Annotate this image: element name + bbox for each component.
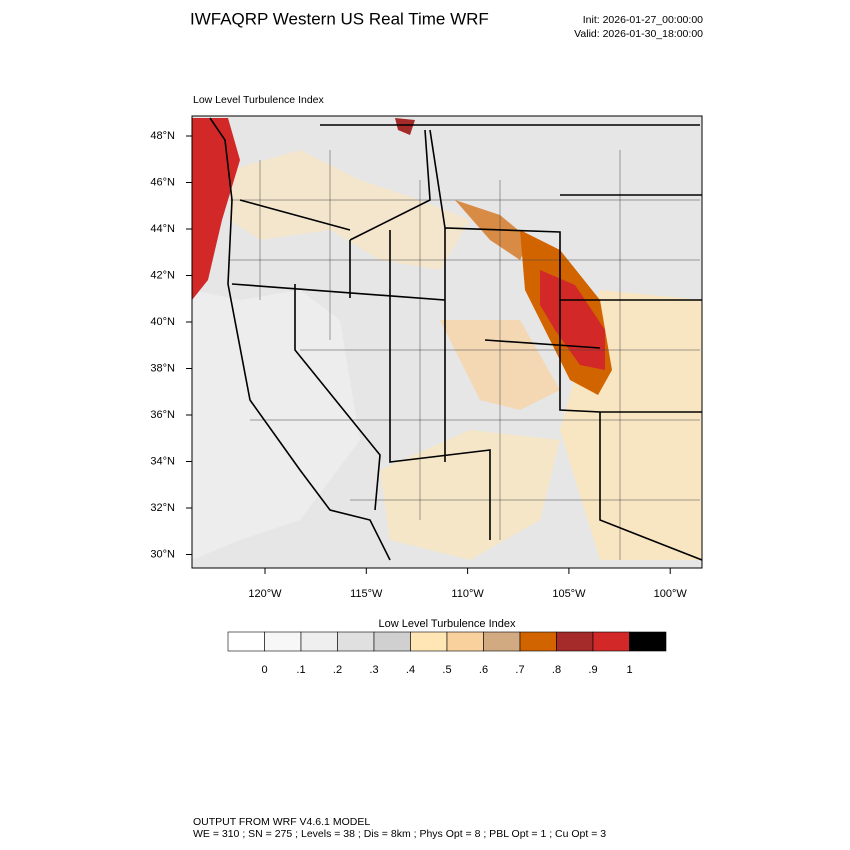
coastline: [209, 117, 391, 561]
state-lines: [231, 124, 702, 561]
colorbar-box: [337, 631, 375, 652]
title: IWFAQRP Western US Real Time WRF: [190, 9, 489, 28]
colorbar-label: 0: [261, 664, 267, 676]
lat-label: 44°N: [150, 223, 175, 235]
shade: [192, 290, 360, 560]
colorbar-label: .6: [479, 664, 488, 676]
footer-line: WE = 310 ; SN = 275 ; Levels = 38 ; Dis …: [193, 828, 606, 840]
colorbar-box: [410, 631, 448, 652]
colorbar-box: [483, 631, 521, 652]
map: [191, 115, 703, 569]
map-frame: [191, 115, 703, 569]
colorbar-label: .4: [406, 664, 415, 676]
colorbar-box: [629, 631, 667, 652]
colorbar-box: [592, 631, 630, 652]
colorbar-label: 1: [626, 664, 632, 676]
map-subtitle: Low Level Turbulence Index: [193, 94, 325, 106]
lat-label: 46°N: [150, 176, 175, 188]
shade: [380, 430, 560, 560]
colorbar-box: [556, 631, 594, 652]
lat-label: 42°N: [150, 269, 175, 281]
valid-time: Valid: 2026-01-30_18:00:00: [574, 28, 703, 40]
colorbar-title: Low Level Turbulence Index: [379, 618, 516, 630]
lon-label: 115°W: [350, 588, 383, 600]
colorbar-label: .7: [515, 664, 524, 676]
lat-label: 32°N: [150, 502, 175, 514]
lon-label: 110°W: [451, 588, 484, 600]
colorbar-box: [227, 631, 265, 652]
colorbar-label: .8: [552, 664, 561, 676]
footer-line: OUTPUT FROM WRF V4.6.1 MODEL: [193, 816, 370, 828]
colorbar-label: .1: [296, 664, 305, 676]
lat-label: 30°N: [150, 548, 175, 560]
lon-label: 105°W: [552, 588, 586, 600]
lat-label: 34°N: [150, 455, 175, 467]
colorbar-box: [264, 631, 302, 652]
colorbar-box: [519, 631, 557, 652]
lat-label: 38°N: [150, 362, 175, 374]
colorbar-label: .3: [369, 664, 378, 676]
init-time: Init: 2026-01-27_00:00:00: [583, 14, 703, 26]
colorbar-label: .9: [588, 664, 597, 676]
lon-label: 120°W: [248, 588, 282, 600]
lon-label: 100°W: [654, 588, 688, 600]
shade: [230, 150, 470, 270]
shade: [395, 118, 415, 135]
shade: [540, 270, 605, 370]
lat-label: 40°N: [150, 316, 175, 328]
colorbar-label: .5: [442, 664, 451, 676]
county-lines: [230, 150, 700, 560]
lat-label: 36°N: [150, 409, 175, 421]
colorbar-label: .2: [333, 664, 342, 676]
lat-label: 48°N: [150, 130, 175, 142]
colorbar-box: [300, 631, 338, 652]
colorbar-box: [446, 631, 484, 652]
colorbar-box: [373, 631, 411, 652]
